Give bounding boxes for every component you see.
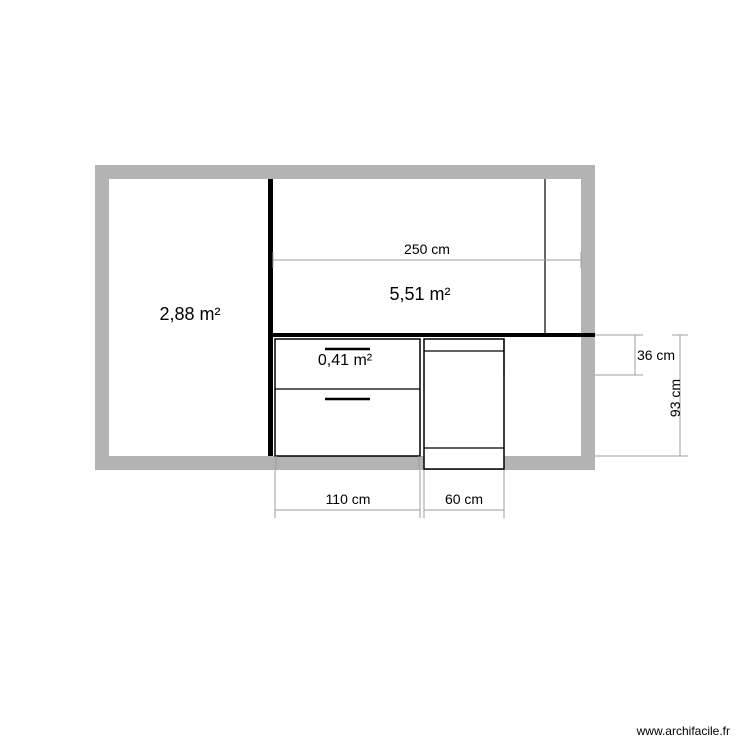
wall-top	[95, 165, 595, 179]
area-label-right: 5,51 m²	[389, 284, 450, 304]
svg-text:36 cm: 36 cm	[637, 347, 675, 363]
svg-text:60 cm: 60 cm	[445, 491, 483, 507]
dimension-60cm: 60 cm	[424, 470, 504, 518]
area-label-left: 2,88 m²	[159, 304, 220, 324]
svg-text:110 cm: 110 cm	[326, 491, 371, 507]
footer-link[interactable]: www.archifacile.fr	[637, 724, 730, 738]
partition-wall	[268, 179, 273, 456]
floorplan-diagram: 2,88 m² 5,51 m² 0,41 m² 250 cm 110 cm 60…	[0, 0, 750, 750]
dimension-250cm: 250 cm	[273, 241, 581, 268]
wall-left	[95, 165, 109, 470]
area-label-small: 0,41 m²	[318, 352, 373, 369]
dimension-36cm: 36 cm	[595, 335, 675, 375]
dimension-110cm: 110 cm	[275, 470, 420, 518]
wall-right	[581, 165, 595, 470]
cabinet-appliance	[424, 339, 504, 469]
wall-bottom	[95, 456, 595, 470]
svg-text:93 cm: 93 cm	[667, 379, 683, 417]
svg-text:250 cm: 250 cm	[404, 241, 450, 257]
